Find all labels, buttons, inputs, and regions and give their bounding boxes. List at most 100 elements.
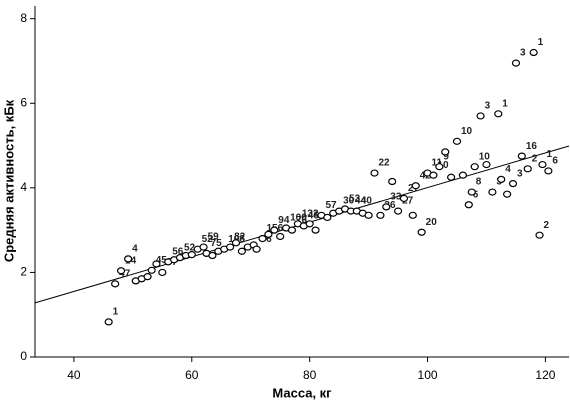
point	[370, 169, 379, 177]
x-axis-label: Масса, кг	[272, 385, 332, 400]
point-label: 4	[505, 164, 511, 175]
y-tick-label: 8	[20, 11, 27, 25]
y-tick-label: 6	[20, 95, 27, 109]
point	[311, 226, 320, 234]
point-label: 4	[132, 244, 138, 255]
point	[511, 59, 521, 67]
point	[252, 245, 261, 253]
point-label: 1	[502, 98, 508, 109]
y-tick-label: 0	[20, 349, 27, 363]
point	[488, 188, 497, 196]
point-label: 82	[234, 232, 246, 243]
point	[124, 255, 133, 263]
point-label: 1	[113, 307, 119, 318]
point	[152, 260, 161, 268]
point-label: 3	[485, 101, 491, 112]
point	[116, 267, 126, 275]
point	[143, 273, 152, 281]
point-label: 44	[355, 196, 367, 207]
point-label: 2	[544, 220, 550, 231]
point-label: 20	[426, 217, 438, 228]
point-label: 10	[461, 126, 473, 137]
point-label: 59	[208, 232, 220, 243]
point	[225, 243, 235, 251]
point	[104, 318, 113, 326]
x-tick-label: 40	[67, 368, 81, 382]
point	[399, 194, 409, 203]
point-label: 3	[520, 48, 526, 59]
point-label: 9	[443, 151, 449, 162]
point	[147, 266, 156, 274]
point-label: 8	[476, 177, 482, 188]
point	[470, 163, 479, 171]
y-tick-label: 4	[20, 180, 27, 194]
point	[364, 211, 373, 219]
point-label: 1	[538, 37, 544, 48]
point	[452, 137, 462, 145]
point	[503, 190, 512, 198]
point	[376, 211, 385, 219]
x-tick-label: 80	[303, 368, 317, 382]
point-label: 75	[211, 238, 223, 249]
point	[287, 226, 297, 234]
point	[411, 182, 420, 190]
point-label: 1	[546, 149, 552, 160]
point	[208, 251, 217, 260]
point-label: 6	[473, 189, 479, 200]
point-label: 2	[532, 153, 538, 164]
point	[447, 173, 456, 181]
point	[494, 110, 503, 118]
point	[508, 180, 518, 188]
point	[382, 203, 391, 211]
point	[388, 177, 397, 186]
point	[231, 239, 241, 247]
point-label: 3	[517, 168, 523, 179]
point-label: 27	[402, 196, 414, 207]
point	[517, 152, 526, 160]
point	[270, 226, 279, 234]
point	[417, 228, 426, 236]
point	[464, 201, 473, 209]
point	[482, 160, 491, 169]
y-axis-label: Средняя активность, кБк	[1, 99, 16, 262]
point	[111, 280, 120, 288]
point-label: 10	[479, 151, 491, 162]
point	[435, 163, 444, 171]
point	[408, 211, 417, 219]
point-label: 52	[202, 234, 214, 245]
point	[497, 175, 506, 183]
point	[199, 243, 208, 251]
point	[544, 167, 553, 175]
point-label: 16	[526, 141, 538, 152]
y-tick-label: 2	[20, 265, 27, 279]
point-label: 45	[156, 255, 168, 266]
point-label: 94	[278, 215, 290, 226]
point	[458, 171, 468, 179]
point	[305, 220, 314, 228]
point-label: 132	[302, 208, 319, 219]
point-label: 47	[119, 268, 131, 279]
point-label: 57	[325, 200, 337, 211]
point	[429, 171, 438, 179]
point-label: 33	[390, 192, 402, 203]
point	[467, 188, 476, 196]
x-tick-label: 60	[185, 368, 199, 382]
point-label: 6	[552, 156, 558, 167]
point-label: 52	[184, 242, 196, 253]
point-label: 22	[378, 158, 390, 169]
point-label: 30	[343, 196, 355, 207]
point	[158, 268, 167, 277]
point-label: 40	[361, 196, 373, 207]
point	[393, 207, 403, 215]
point-label: 46	[308, 211, 320, 222]
point	[264, 230, 273, 238]
point	[323, 213, 332, 222]
point-label: 100	[290, 213, 307, 224]
point-label: 53	[349, 194, 361, 205]
point	[529, 48, 538, 57]
x-tick-label: 120	[535, 368, 555, 382]
point	[276, 232, 285, 241]
point-label: 11	[432, 158, 443, 169]
